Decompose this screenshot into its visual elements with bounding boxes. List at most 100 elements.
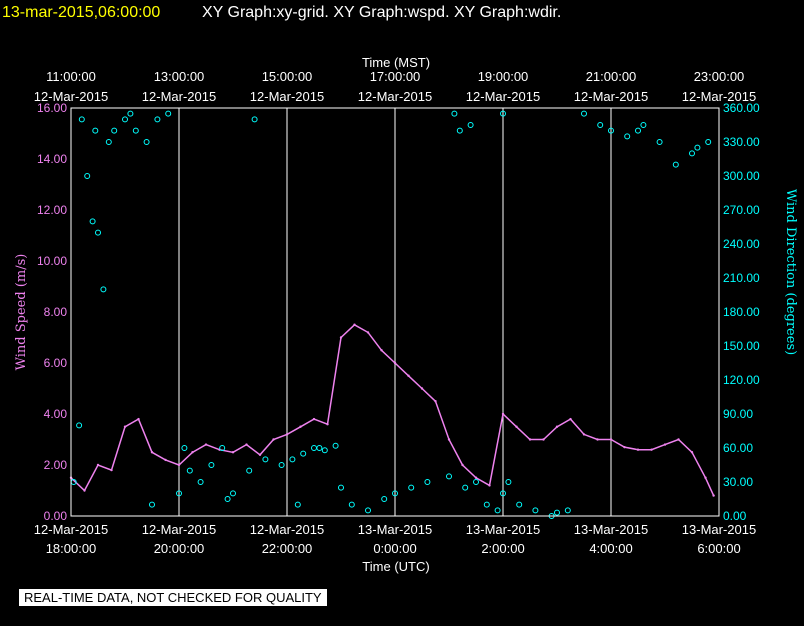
wind-direction-point	[105, 139, 112, 145]
wind-speed-point	[555, 425, 559, 428]
wind-direction-point	[122, 116, 128, 123]
wind-direction-point	[197, 479, 204, 485]
wind-speed-point	[515, 425, 518, 428]
wind-direction-point	[84, 173, 91, 179]
wind-speed-point	[245, 443, 248, 446]
wind-direction-point	[694, 144, 701, 151]
wind-direction-point	[278, 462, 285, 468]
top-tick-time: 11:00:00	[46, 69, 96, 84]
wind-direction-point	[500, 110, 506, 117]
left-tick-label: 0.00	[44, 509, 68, 523]
right-tick-label: 0.00	[723, 509, 747, 523]
bottom-tick-date: 13-Mar-2015	[682, 522, 756, 537]
wind-speed-point	[326, 423, 329, 426]
wind-direction-point	[316, 445, 323, 451]
wind-direction-point	[251, 116, 258, 123]
wind-direction-point	[564, 507, 571, 514]
wind-direction-point	[483, 501, 490, 508]
wind-speed-point	[447, 438, 451, 441]
wind-speed-point	[528, 438, 532, 441]
wind-direction-point	[451, 110, 458, 117]
wind-direction-point	[705, 139, 712, 145]
right-tick-label: 90.00	[723, 407, 753, 421]
wind-speed-point	[339, 336, 343, 339]
bottom-tick-date: 12-Mar-2015	[142, 522, 216, 537]
wind-direction-point	[338, 484, 344, 491]
wind-direction-point	[230, 490, 236, 497]
wind-speed-point	[596, 438, 599, 441]
wind-direction-point	[408, 484, 415, 491]
wind-direction-point	[294, 501, 301, 508]
wind-direction-point	[505, 479, 512, 485]
wind-direction-point	[262, 456, 269, 463]
wind-direction-point	[640, 122, 647, 128]
bottom-axis-label: Time (UTC)	[362, 559, 429, 574]
bottom-tick-date: 13-Mar-2015	[358, 522, 432, 537]
wind-direction-point	[89, 218, 96, 225]
right-tick-label: 240.00	[723, 237, 760, 251]
wind-speed-point	[83, 489, 86, 492]
wind-speed-point	[650, 448, 653, 451]
wind-speed-line	[70, 323, 715, 496]
wind-speed-point	[677, 438, 680, 441]
wind-speed-point	[609, 438, 613, 441]
wind-direction-point	[456, 127, 463, 134]
right-tick-label: 180.00	[723, 305, 760, 319]
bottom-tick-time: 2:00:00	[481, 541, 524, 556]
right-axis-label: Wind Direction (degrees)	[783, 189, 798, 355]
wind-direction-point	[672, 161, 679, 168]
wind-speed-point	[712, 494, 715, 497]
bottom-tick-date: 12-Mar-2015	[34, 522, 108, 537]
wind-direction-point	[143, 139, 150, 145]
wind-direction-point	[365, 507, 371, 514]
wind-speed-point	[110, 468, 113, 472]
bottom-tick-time: 6:00:00	[697, 541, 740, 556]
wind-speed-point	[690, 451, 694, 454]
right-tick-label: 270.00	[723, 203, 760, 217]
wind-direction-point	[154, 116, 161, 123]
wind-direction-point	[689, 150, 695, 157]
wind-speed-point	[623, 445, 626, 449]
wind-speed-point	[420, 387, 424, 390]
top-tick-time: 13:00:00	[154, 69, 205, 84]
right-tick-label: 330.00	[723, 135, 760, 149]
wind-direction-point	[500, 490, 506, 497]
wind-speed-point	[501, 412, 505, 416]
left-tick-label: 12.00	[37, 203, 67, 217]
top-tick-time: 21:00:00	[586, 69, 637, 84]
wind-speed-point	[164, 458, 167, 462]
wind-direction-point	[208, 462, 215, 468]
wind-direction-point	[392, 490, 398, 497]
top-tick-date: 12-Mar-2015	[358, 89, 432, 104]
right-tick-label: 360.00	[723, 101, 760, 115]
bottom-tick-time: 0:00:00	[373, 541, 416, 556]
wind-speed-point	[636, 448, 640, 451]
wind-speed-point	[299, 425, 302, 428]
wind-speed-point	[582, 433, 586, 436]
wind-direction-point	[78, 116, 85, 123]
wind-direction-point	[532, 507, 539, 514]
wind-direction-point	[332, 442, 339, 449]
wind-direction-point	[321, 447, 328, 454]
top-tick-date: 12-Mar-2015	[682, 89, 756, 104]
wind-direction-point	[92, 127, 99, 134]
wind-speed-point	[488, 484, 491, 487]
top-tick-date: 12-Mar-2015	[142, 89, 216, 104]
wind-speed-point	[312, 417, 316, 421]
wind-speed-point	[407, 374, 410, 377]
wind-direction-point	[111, 127, 118, 134]
wind-speed-point	[704, 476, 707, 479]
left-tick-label: 6.00	[44, 356, 68, 370]
wind-speed-point	[272, 438, 275, 441]
top-tick-date: 12-Mar-2015	[466, 89, 540, 104]
wind-direction-point	[635, 127, 641, 134]
wind-speed-point	[393, 361, 397, 365]
wind-direction-point	[381, 496, 388, 502]
wind-direction-point	[446, 473, 452, 480]
wind-direction-point	[95, 229, 101, 236]
bottom-tick-date: 13-Mar-2015	[466, 522, 540, 537]
wind-speed-point	[366, 331, 370, 334]
right-tick-label: 120.00	[723, 373, 760, 387]
wind-direction-point	[149, 501, 155, 508]
